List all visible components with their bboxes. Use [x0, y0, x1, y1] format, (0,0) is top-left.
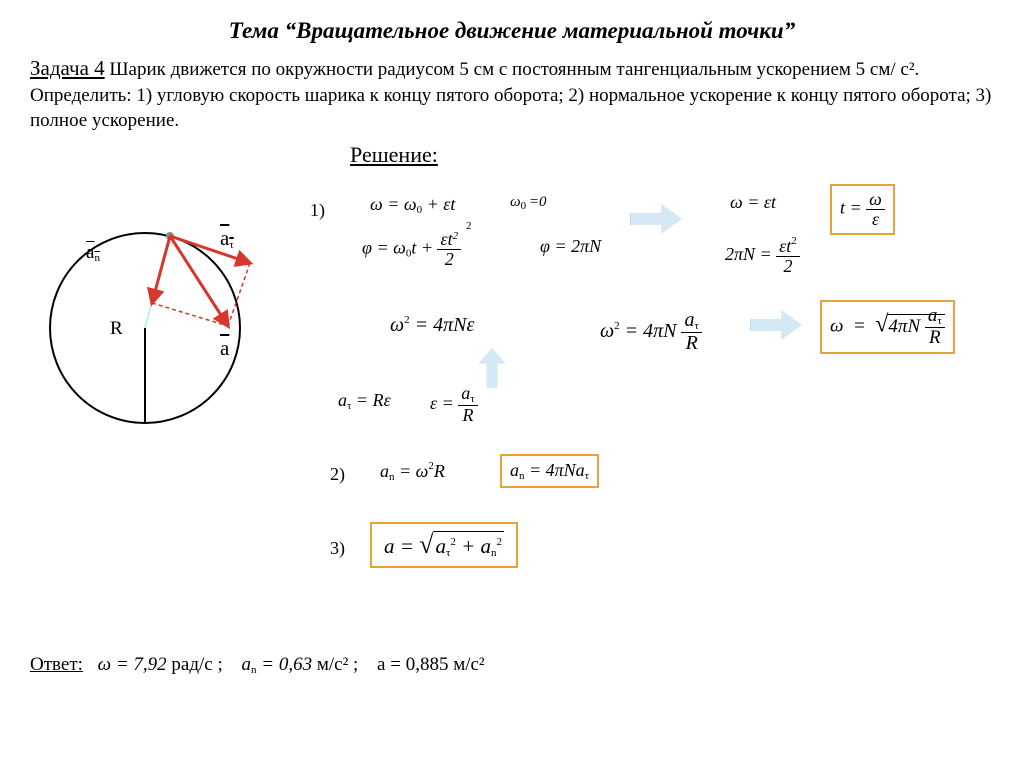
- eq-an-w2r: an = ω2R: [380, 460, 445, 483]
- answer-label: Ответ:: [30, 654, 83, 675]
- arrow-icon: [630, 204, 682, 234]
- label-R: R: [110, 318, 123, 340]
- problem-statement: Задача 4 Шарик движется по окружности ра…: [30, 54, 994, 134]
- eq-omega-et: ω = εt: [730, 192, 776, 213]
- answer-a: a = 0,885 м/с²: [377, 654, 485, 675]
- solution-heading: Решение:: [350, 142, 994, 168]
- label-a: a: [220, 336, 229, 361]
- marker-2: 2): [330, 464, 345, 485]
- problem-lead: Задача 4: [30, 56, 105, 80]
- eq-omega-final-box: ω = √4πN aτR: [820, 300, 955, 354]
- solution-canvas: an aτ a R 1) ω = ω0 + εt ω0 =0 ω = εt t …: [30, 178, 990, 648]
- eq-2pn-et2: 2πN = εt22: [725, 236, 800, 276]
- eq-eps: ε = aτR: [430, 384, 478, 425]
- marker-3: 3): [330, 538, 345, 559]
- eq-a-full-box: a = √aτ2 + an2: [370, 522, 518, 568]
- eq-w2-1: ω2 = 4πNε: [390, 314, 474, 337]
- eq-omega-1: ω = ω0 + εt: [370, 194, 455, 216]
- marker-1: 1): [310, 200, 325, 221]
- eq-phi-2pn: φ = 2πN: [540, 236, 601, 257]
- eq-atau-re: aτ = Rε: [338, 390, 391, 412]
- eq-omega0-zero: ω0 =0: [510, 194, 546, 212]
- eq-w2-2: ω2 = 4πN aτR: [600, 310, 702, 355]
- answer-omega: ω = 7,92 рад/с ;: [98, 654, 223, 675]
- answer-line: Ответ: ω = 7,92 рад/с ; an = 0,63 м/с² ;…: [30, 654, 994, 676]
- answer-an: an = 0,63 м/с² ;: [242, 654, 359, 675]
- arrow-icon-2: [750, 310, 802, 340]
- eq-an-box: an = 4πNaτ: [500, 454, 599, 488]
- label-an: an: [86, 242, 100, 264]
- arrow-up-icon: [478, 348, 506, 388]
- problem-body: Шарик движется по окружности радиусом 5 …: [30, 59, 991, 131]
- eq-t-box: t = ωε: [830, 184, 895, 235]
- topic-title: Тема “Вращательное движение материальной…: [30, 18, 994, 44]
- circle-diagram: [30, 208, 280, 448]
- eq-phi: φ = ω0t + εt22 2: [362, 230, 461, 269]
- label-atau: aτ: [220, 226, 234, 251]
